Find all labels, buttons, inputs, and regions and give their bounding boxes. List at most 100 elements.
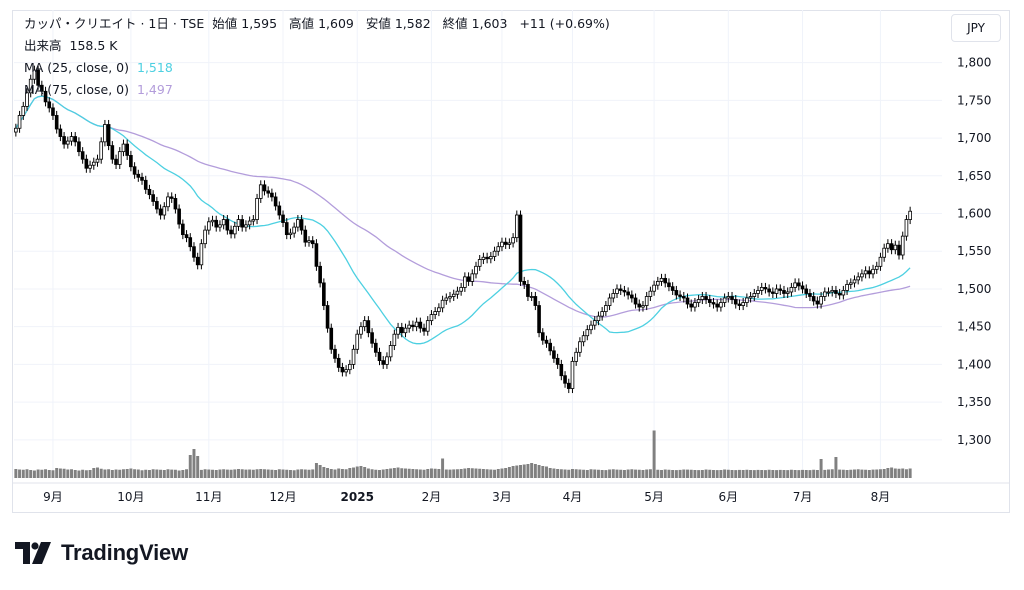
volume-bar [563,469,567,478]
volume-bar [771,470,775,478]
candle-body [570,360,575,389]
candle-body [663,277,668,284]
chart-canvas[interactable]: 1,800 1,750 1,700 1,650 1,600 1,550 1,500 1,450… [0,0,1024,520]
volume-bar [199,469,203,478]
volume-bar [262,469,266,478]
candle-body [155,201,159,210]
candle-body [693,302,697,308]
volume-bar [637,469,641,478]
candle-body [463,276,467,288]
candle-body [648,290,653,297]
candle-body [756,290,760,294]
candle-body [537,305,541,334]
volume-bar [214,470,218,478]
volume-bar [878,469,882,478]
candle-body [65,140,70,145]
candle-body [51,107,55,116]
legend-ma75[interactable]: MA (75, close, 0) 1,497 [24,80,177,100]
volume-bar [133,469,137,478]
open-label-text: 始値 [212,16,238,31]
volume-bar [741,470,745,478]
volume-bar [322,467,326,478]
volume-bar [611,469,615,478]
volume-bar [166,469,170,478]
candle-body [425,320,430,332]
candle-body [129,155,133,168]
volume-bar [51,470,55,478]
candle-body [737,303,742,306]
symbol-title[interactable]: カッパ・クリエイト · 1日 · TSE [24,16,205,31]
volume-bar [786,470,790,478]
volume-bar [44,469,48,478]
ma25-value: 1,518 [137,60,173,75]
volume-bar [444,469,448,478]
candle-body [848,282,853,285]
price-tick-label: 1,600 [957,207,991,221]
volume-bar [389,468,393,478]
volume-bar [333,469,337,478]
candle-body [47,101,52,109]
candle-body [559,363,564,377]
candle-body [574,351,578,362]
volume-bar [225,469,229,478]
candle-body [782,290,786,294]
tradingview-logo[interactable]: TradingView [15,540,188,566]
volume-bar [519,465,523,478]
candle-body [893,244,898,251]
ma25-label: MA (25, close, 0) [24,60,130,75]
volume-bar [671,470,675,478]
volume-bar [196,456,200,478]
candle-body [852,279,857,284]
volume-bar [745,469,749,478]
volume-bar [248,469,252,478]
candle-body [296,219,300,228]
volume-bar [88,470,92,478]
time-tick-label: 9月 [43,490,63,504]
volume-bar [467,468,471,478]
candle-body [351,348,356,365]
candle-body [871,268,875,275]
candle-body [32,69,37,80]
currency-button[interactable]: JPY [951,14,1001,42]
volume-bar [73,470,77,478]
candle-body [77,141,81,153]
volume-bar [882,469,886,478]
volume-bar [403,468,407,478]
candle-body [715,303,719,308]
candle-body [292,226,296,234]
volume-bar [507,467,511,478]
candle-body [277,205,282,216]
legend-volume[interactable]: 出来高 158.5 K [24,36,121,56]
time-tick-label: 8月 [871,490,891,504]
price-tick-label: 1,400 [957,357,991,371]
candle-body [273,196,278,207]
volume-bar [255,469,259,478]
volume-bar [329,469,333,478]
volume-bar [630,469,634,478]
candle-body [221,219,226,226]
volume-bar [793,470,797,478]
candle-body [670,286,675,291]
volume-bar [897,468,901,478]
candle-body [158,208,163,216]
candle-body [785,291,790,294]
volume-bar [314,463,318,478]
legend-ma25[interactable]: MA (25, close, 0) 1,518 [24,58,177,78]
volume-bar [578,469,582,478]
volume-bar [211,469,215,478]
volume-bar [96,467,99,478]
price-axis[interactable]: 1,800 1,750 1,700 1,650 1,600 1,550 1,500 1,450… [957,56,991,447]
volume-bar [559,469,563,478]
volume-bar [656,469,660,478]
candle-body [229,229,233,235]
candle-body [674,290,679,296]
time-axis[interactable]: 9月 10月 11月 12月 2025 2月 3月 4月 5月 6月 7月 8月 [12,482,1010,504]
candle-body [518,214,523,282]
high-label: 高値 1,609 [289,16,358,31]
volume-bar [177,470,181,478]
volume-bar [266,469,270,478]
candle-body [548,342,553,352]
volume-bar [70,469,74,478]
volume-bar [496,469,500,478]
candle-body [377,351,382,362]
